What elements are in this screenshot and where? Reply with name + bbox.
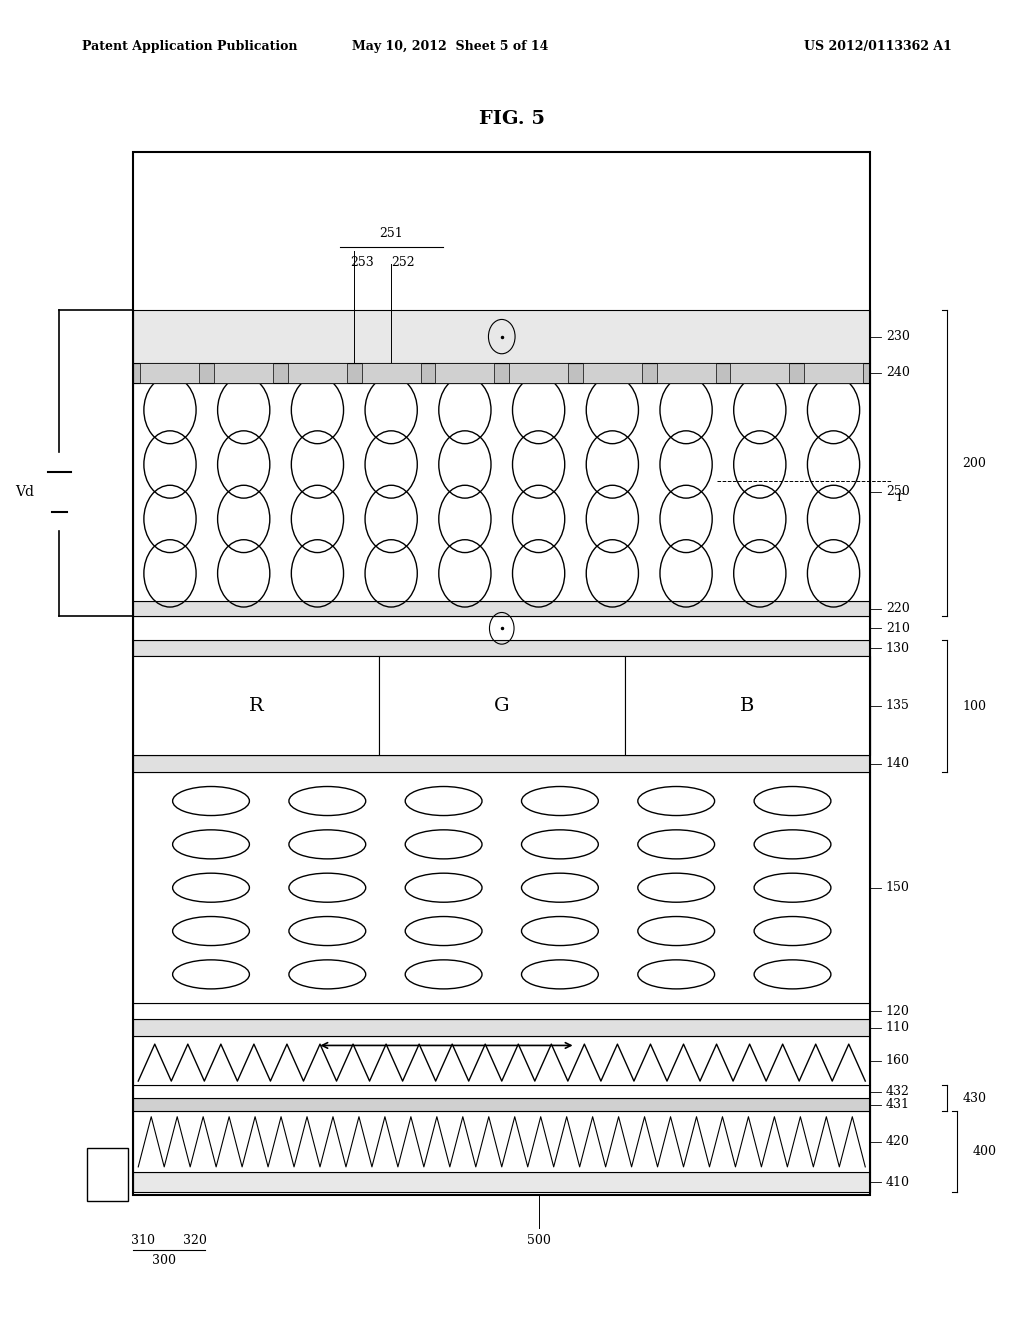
Bar [133,1036,870,1085]
Text: Vd: Vd [14,484,34,499]
Bar [133,601,870,616]
Bar [133,1085,870,1098]
Bar [133,1019,870,1036]
Bar [379,656,625,755]
Bar [133,616,870,640]
Text: 420: 420 [886,1135,909,1148]
Bar [804,363,863,383]
Text: 120: 120 [886,1005,909,1018]
Bar [361,363,421,383]
Text: 150: 150 [886,882,909,894]
Text: 431: 431 [886,1098,909,1111]
Bar [435,363,495,383]
Text: 253: 253 [350,256,374,269]
Text: May 10, 2012  Sheet 5 of 14: May 10, 2012 Sheet 5 of 14 [352,40,549,53]
Text: 250: 250 [886,486,909,498]
Text: 500: 500 [526,1234,551,1247]
Bar [133,1003,870,1019]
Text: 200: 200 [963,457,986,470]
Text: US 2012/0113362 A1: US 2012/0113362 A1 [805,40,952,53]
Text: 130: 130 [886,642,909,655]
Text: R: R [249,697,263,714]
Bar [133,152,870,1195]
Bar [509,363,568,383]
Text: 410: 410 [886,1176,909,1188]
Text: 110: 110 [886,1022,909,1034]
Bar [133,640,870,656]
Bar [656,363,716,383]
Text: 100: 100 [963,700,986,713]
Bar [133,772,870,1003]
Text: r: r [896,490,903,504]
Text: 251: 251 [379,227,403,240]
Text: G: G [494,697,510,714]
Text: 240: 240 [886,367,909,379]
Text: 430: 430 [963,1092,986,1105]
Bar [133,755,870,772]
Bar [133,310,870,363]
Bar [133,1111,870,1172]
Bar [140,363,200,383]
Text: 220: 220 [886,602,909,615]
Bar [133,383,870,601]
Bar [625,656,870,755]
Bar [133,1098,870,1111]
Bar [133,656,870,755]
Bar [730,363,790,383]
Bar [214,363,273,383]
Bar [583,363,642,383]
Text: 320: 320 [182,1234,207,1247]
Text: 310: 310 [131,1234,156,1247]
Text: 300: 300 [152,1254,176,1267]
Text: 210: 210 [886,622,909,635]
Text: B: B [740,697,755,714]
Bar [133,1172,870,1192]
Text: 432: 432 [886,1085,909,1098]
Bar [288,363,347,383]
Text: FIG. 5: FIG. 5 [479,110,545,128]
Text: 400: 400 [973,1146,996,1158]
Bar [133,363,870,383]
Bar [87,1148,128,1201]
Text: 252: 252 [391,256,415,269]
Bar [133,656,379,755]
Text: Patent Application Publication: Patent Application Publication [82,40,297,53]
Text: 160: 160 [886,1055,909,1067]
Text: 140: 140 [886,758,909,770]
Text: 230: 230 [886,330,909,343]
Text: 135: 135 [886,700,909,711]
